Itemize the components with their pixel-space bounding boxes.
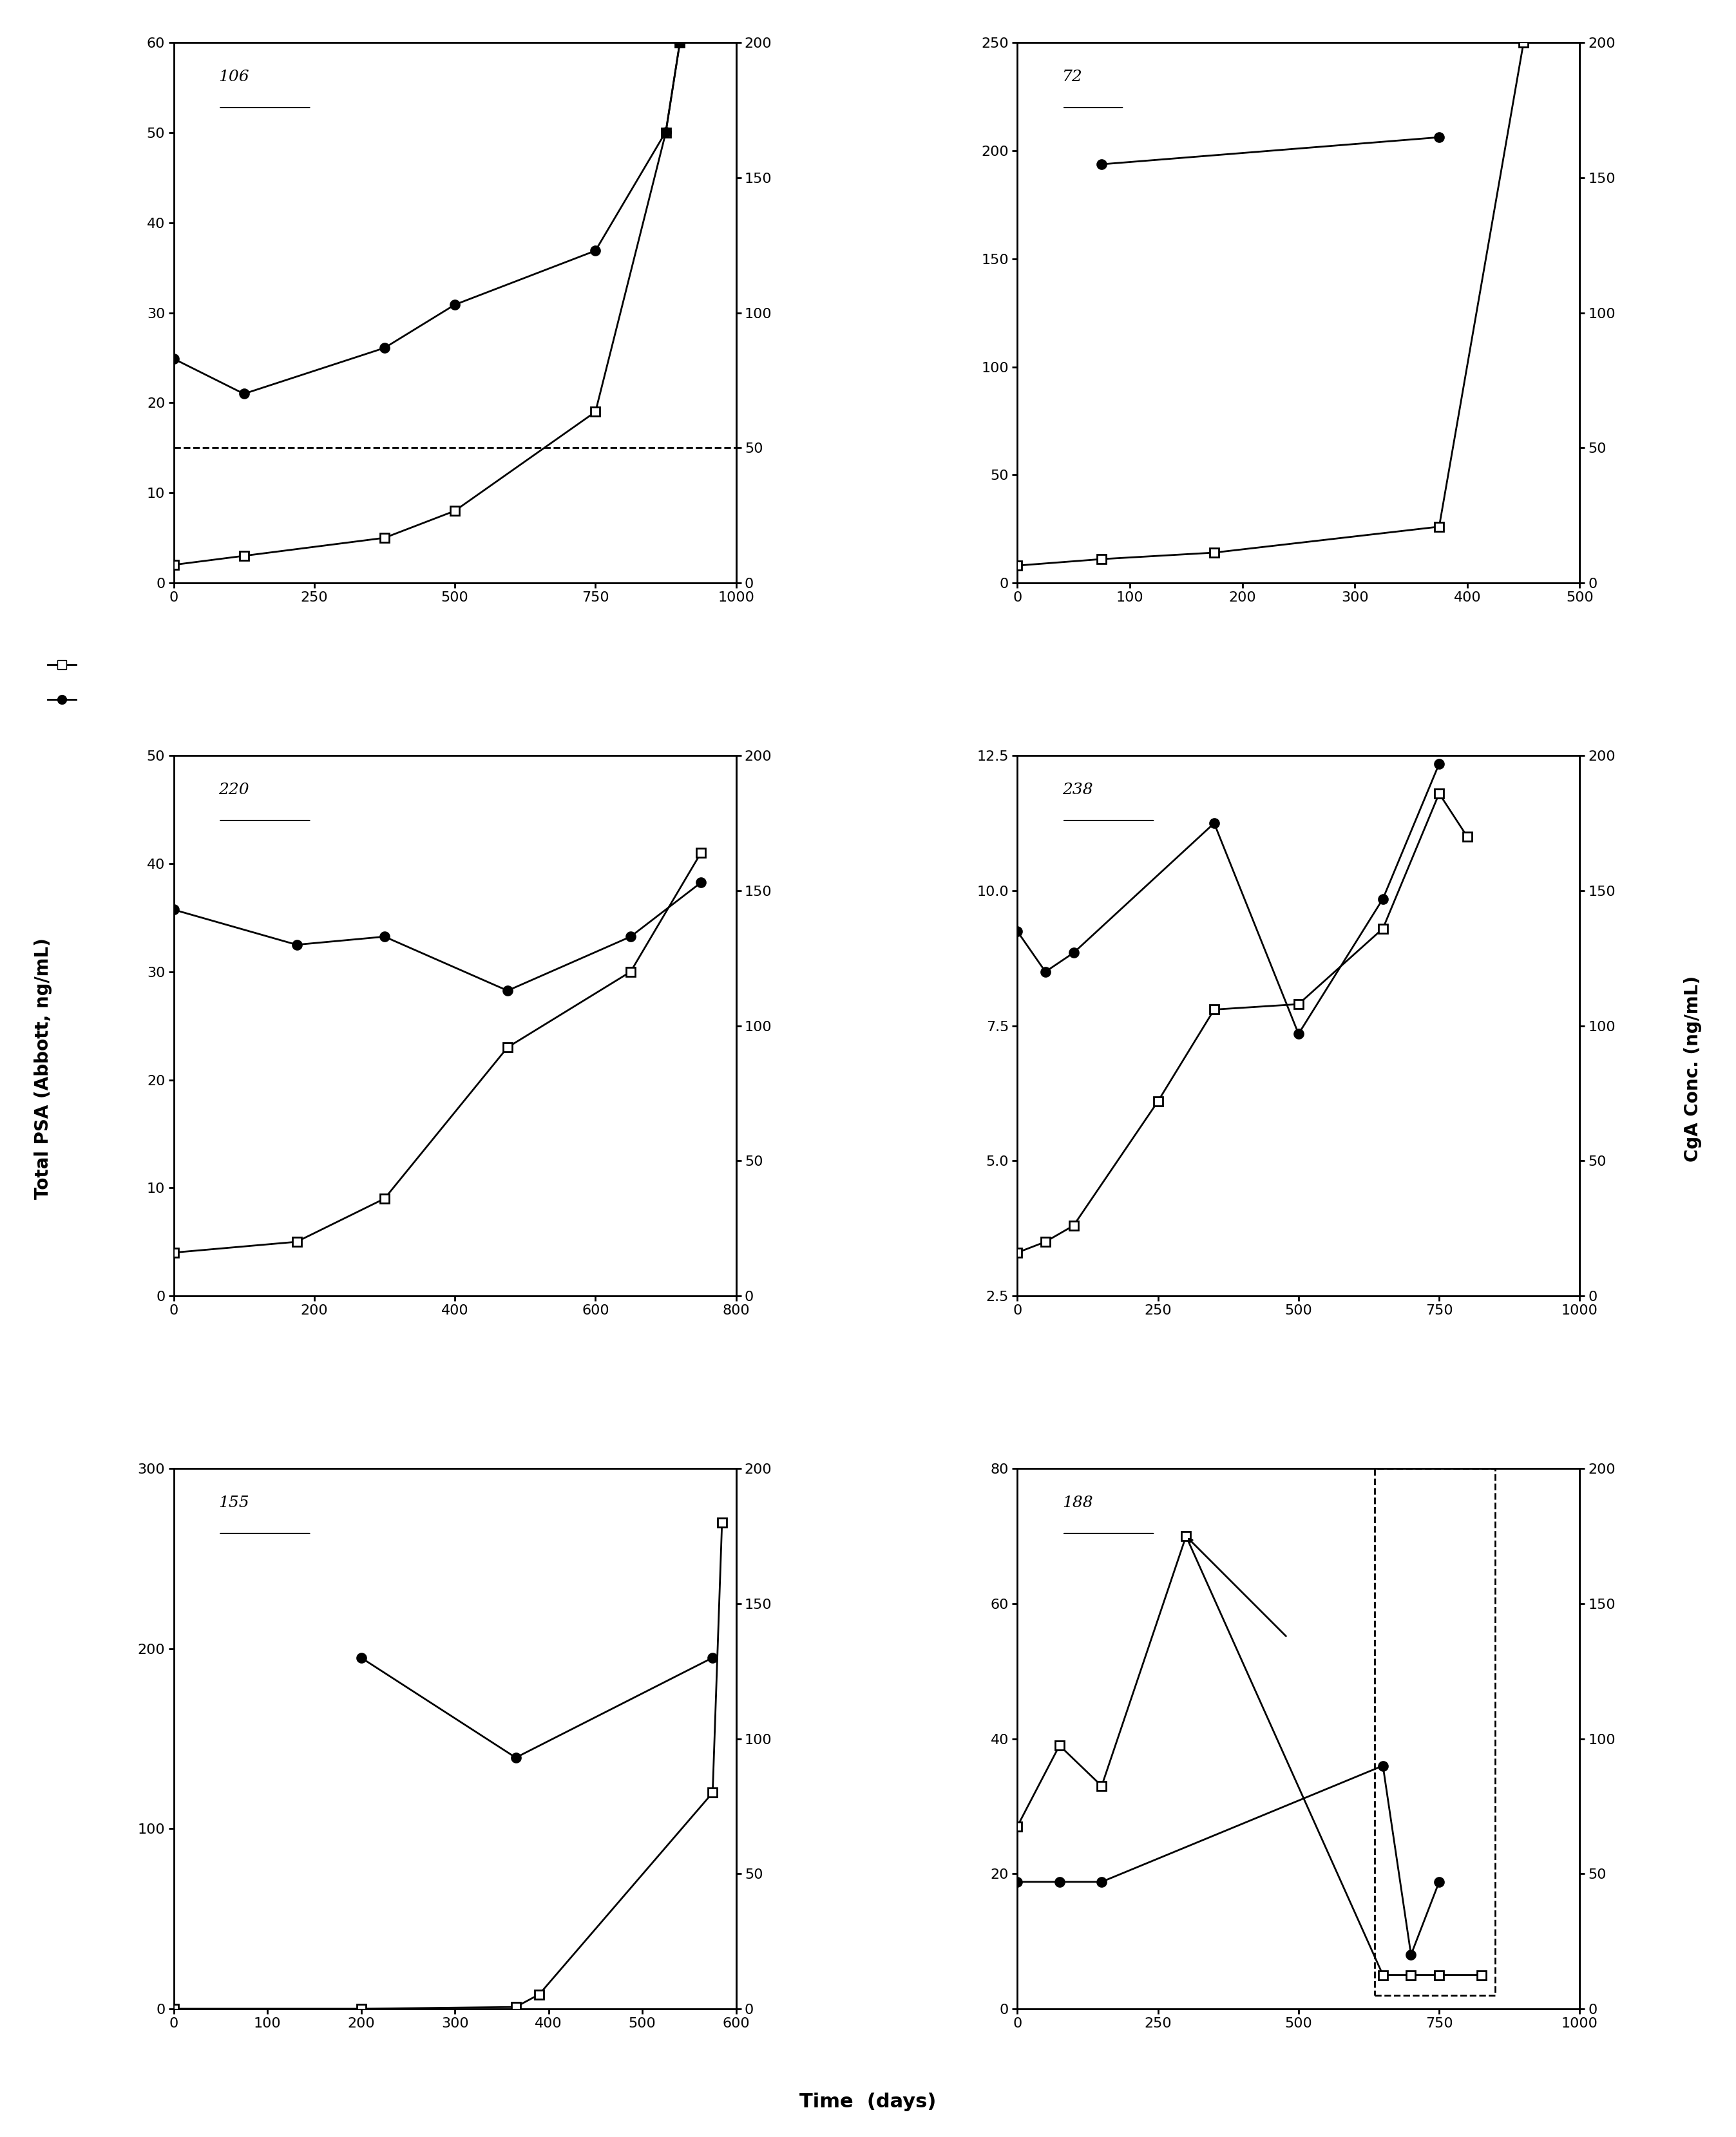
Text: 220: 220: [219, 782, 250, 797]
Text: 238: 238: [1062, 782, 1094, 797]
Text: 106: 106: [219, 71, 250, 85]
Text: Time  (days): Time (days): [800, 2092, 936, 2111]
Text: Total PSA (Abbott, ng/mL): Total PSA (Abbott, ng/mL): [35, 938, 52, 1199]
Bar: [1375, 1468, 1495, 1996]
Text: 155: 155: [219, 1496, 250, 1511]
Text: 72: 72: [1062, 71, 1083, 85]
Text: 188: 188: [1062, 1496, 1094, 1511]
Text: CgA Conc. (ng/mL): CgA Conc. (ng/mL): [1684, 974, 1701, 1163]
Legend: , : ,: [42, 652, 94, 716]
